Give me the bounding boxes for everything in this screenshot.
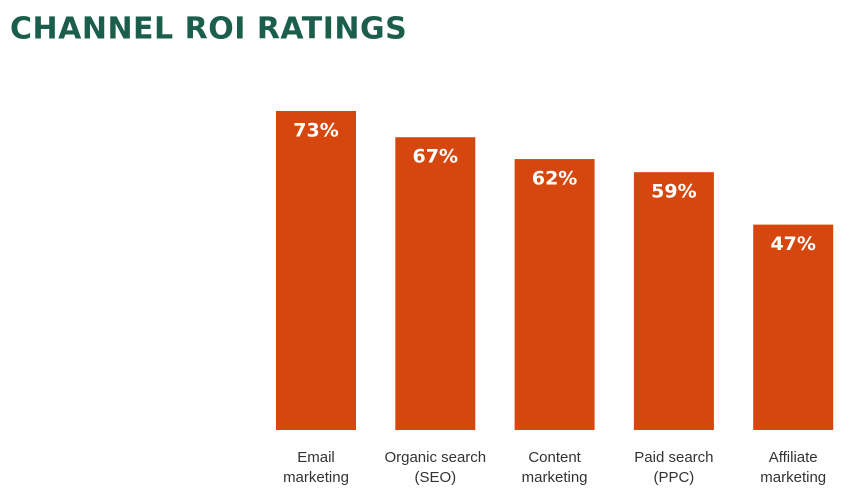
bar [276,110,356,431]
value-label: 62% [532,168,577,190]
x-tick-label: marketing [760,469,826,486]
bar [514,159,595,430]
value-label: 73% [293,119,338,141]
value-label: 47% [770,233,815,255]
x-tick-label: Content [528,449,581,466]
x-tick-label: Email [297,449,335,466]
x-tick-label: Organic search [384,449,486,466]
bar [633,172,714,431]
x-tick-label: marketing [522,469,588,486]
value-label: 59% [651,181,696,203]
bar [753,224,834,430]
chart-title: CHANNEL ROI RATINGS [10,12,407,47]
x-tick-label: (SEO) [414,469,456,486]
bar [395,137,476,430]
x-tick-label: Affiliate [769,449,818,466]
x-tick-label: marketing [283,469,349,486]
x-tick-label: Paid search [634,449,713,466]
value-label: 67% [413,146,458,168]
x-tick-label: (PPC) [653,469,694,486]
